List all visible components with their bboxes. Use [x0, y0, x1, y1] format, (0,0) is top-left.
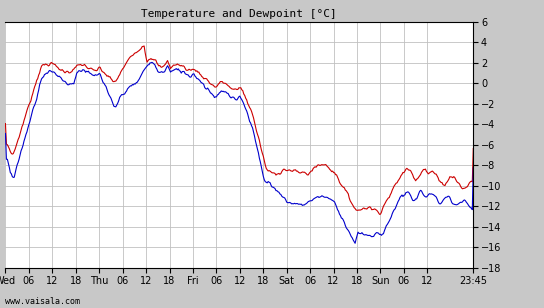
- Text: www.vaisala.com: www.vaisala.com: [5, 298, 81, 306]
- Title: Temperature and Dewpoint [°C]: Temperature and Dewpoint [°C]: [141, 9, 337, 19]
